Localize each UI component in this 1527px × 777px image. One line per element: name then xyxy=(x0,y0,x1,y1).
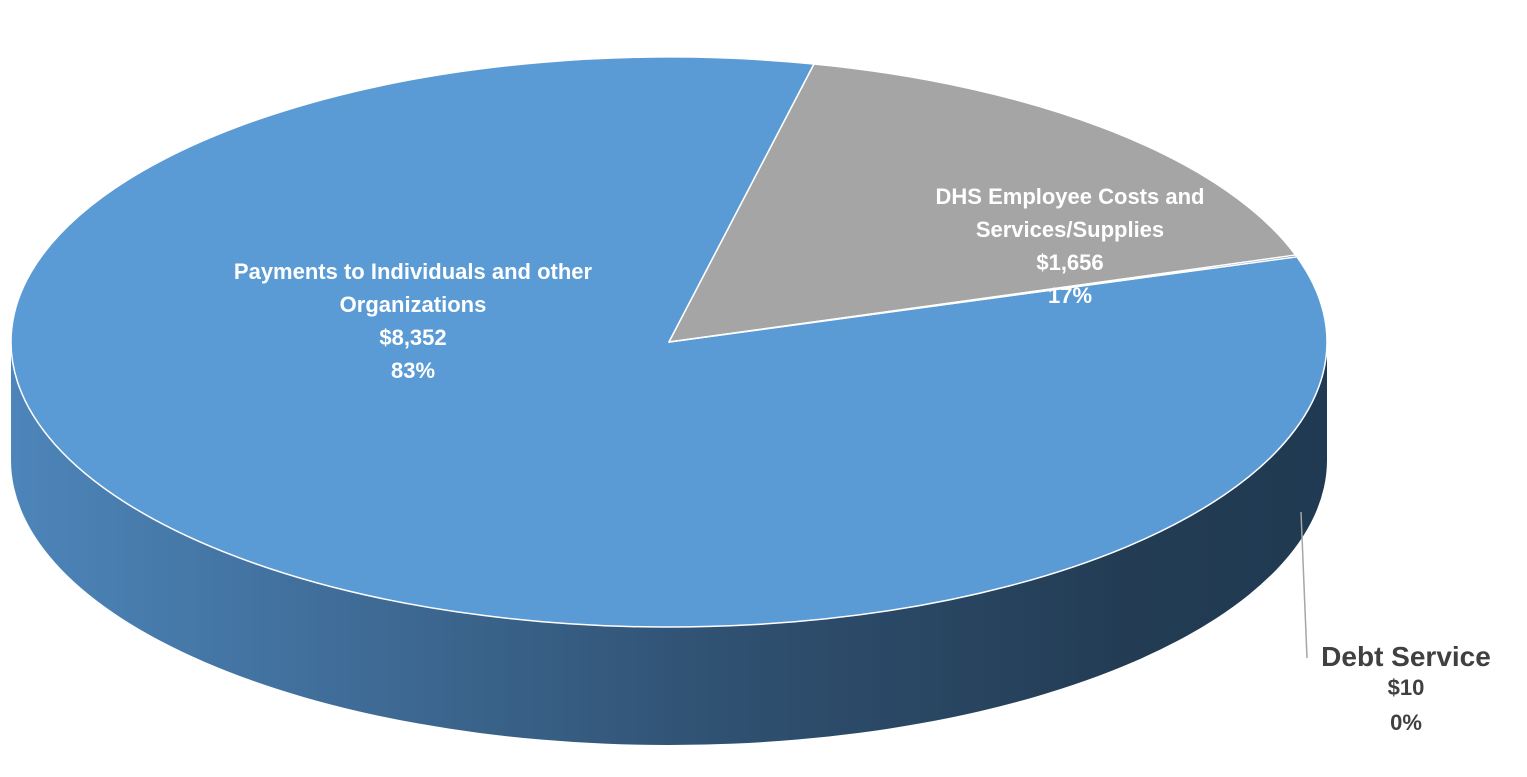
pie-slice-3 xyxy=(668,254,1298,343)
leader-line-debt-service xyxy=(1300,511,1308,659)
pie-labels: Payments to Individuals and other Organiz… xyxy=(234,184,1491,735)
label-slice-3-percent: 0% xyxy=(1390,710,1422,735)
label-slice-1-percent: 83% xyxy=(391,358,435,383)
pie-top xyxy=(10,56,1328,628)
label-slice-1-name: Payments to Individuals and other xyxy=(234,259,593,284)
label-slice-1-value: $8,352 xyxy=(379,325,446,350)
label-slice-3-name: Debt Service xyxy=(1321,641,1491,672)
pie-slice-2 xyxy=(668,63,1297,343)
label-slice-1-name: Organizations xyxy=(340,292,487,317)
label-slice-2-name: DHS Employee Costs and xyxy=(936,184,1205,209)
pie-side-wall-shape xyxy=(11,342,1327,745)
label-slice-3-value: $10 xyxy=(1388,675,1425,700)
label-slice-2-percent: 17% xyxy=(1048,283,1092,308)
label-slice-2-name: Services/Supplies xyxy=(976,217,1164,242)
label-slice-2-value: $1,656 xyxy=(1036,250,1103,275)
